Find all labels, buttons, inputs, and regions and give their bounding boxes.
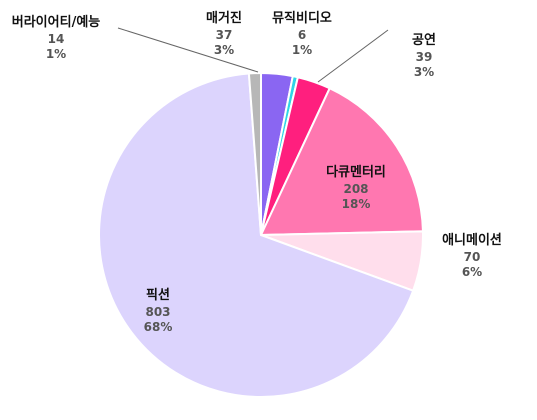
slice-0-percent: 3%: [214, 43, 234, 57]
slice-0-label: 매거진: [206, 10, 242, 26]
slice-5-label: 픽션: [146, 287, 170, 303]
slice-1-label: 뮤직비디오: [272, 10, 332, 26]
slice-6-value: 14: [48, 32, 65, 46]
slice-labels: 매거진373%뮤직비디오61%공연393%다큐멘터리20818%애니메이션706…: [12, 10, 502, 334]
slice-5-value: 803: [145, 305, 170, 319]
slice-4-value: 70: [464, 250, 481, 264]
slice-4-percent: 6%: [462, 265, 482, 279]
slice-2-label: 공연: [412, 33, 436, 48]
slice-3: [259, 86, 424, 237]
slice-1-value: 6: [298, 28, 306, 42]
slice-6-percent: 1%: [46, 47, 66, 61]
slice-3-percent: 18%: [342, 197, 371, 211]
slice-0-value: 37: [216, 28, 233, 42]
slice-4-label: 애니메이션: [442, 232, 502, 248]
slice-5: [98, 72, 415, 398]
slice-1-percent: 1%: [292, 43, 312, 57]
slice-2-leader-line: [317, 29, 389, 83]
slice-6-label: 버라이어티/예능: [12, 14, 101, 30]
slice-6: [247, 71, 262, 236]
pie-slices: [98, 71, 424, 398]
slice-6-leader-line: [117, 27, 259, 73]
leader-lines: [117, 27, 389, 83]
slice-2-percent: 3%: [414, 65, 434, 79]
slice-5-percent: 68%: [144, 320, 173, 334]
slice-3-value: 208: [343, 182, 368, 196]
slice-2-value: 39: [416, 50, 433, 64]
slice-3-label: 다큐멘터리: [326, 164, 386, 180]
